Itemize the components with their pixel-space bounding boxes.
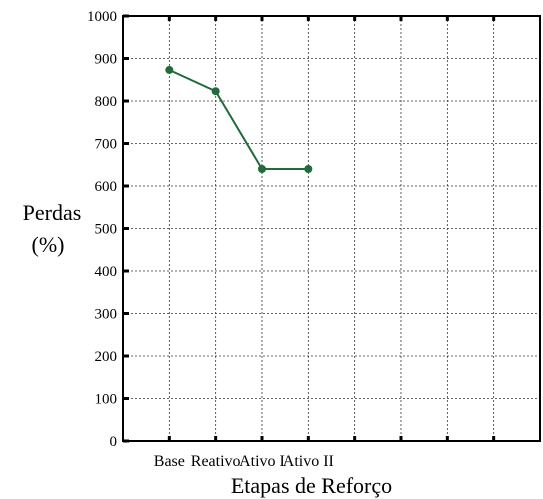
series-line	[168, 69, 309, 170]
data-point	[304, 165, 313, 173]
y-tick-label: 300	[95, 307, 118, 323]
x-tick-label: Ativo I	[239, 453, 285, 470]
x-tick-label: Base	[154, 453, 185, 470]
data-point	[165, 65, 174, 74]
grid-lines	[123, 16, 540, 441]
data-point	[211, 87, 220, 96]
y-tick-label: 500	[95, 222, 118, 238]
y-tick-label: 200	[95, 349, 118, 365]
y-tick-label: 600	[95, 179, 118, 195]
x-tick-label: Ativo II	[283, 453, 334, 470]
y-tick-label: 800	[95, 94, 118, 110]
y-tick-labels: 0 100 200 300 400 500 600 700 800 900 1000	[87, 9, 117, 450]
data-point	[258, 165, 266, 173]
x-axis-label: Etapas de Reforço	[231, 473, 392, 498]
axis-ticks	[123, 14, 496, 443]
series-layer	[165, 65, 313, 173]
x-tick-label: Reativo	[191, 453, 241, 470]
y-axis-label-line-1: Perdas	[23, 200, 82, 225]
y-tick-label: 700	[95, 137, 118, 153]
y-tick-label: 0	[110, 434, 118, 450]
y-tick-label: 100	[95, 392, 118, 408]
y-axis-label-line-2: (%)	[32, 232, 65, 257]
y-tick-label: 1000	[87, 9, 117, 25]
y-tick-label: 900	[95, 52, 118, 68]
y-tick-label: 400	[95, 264, 118, 280]
